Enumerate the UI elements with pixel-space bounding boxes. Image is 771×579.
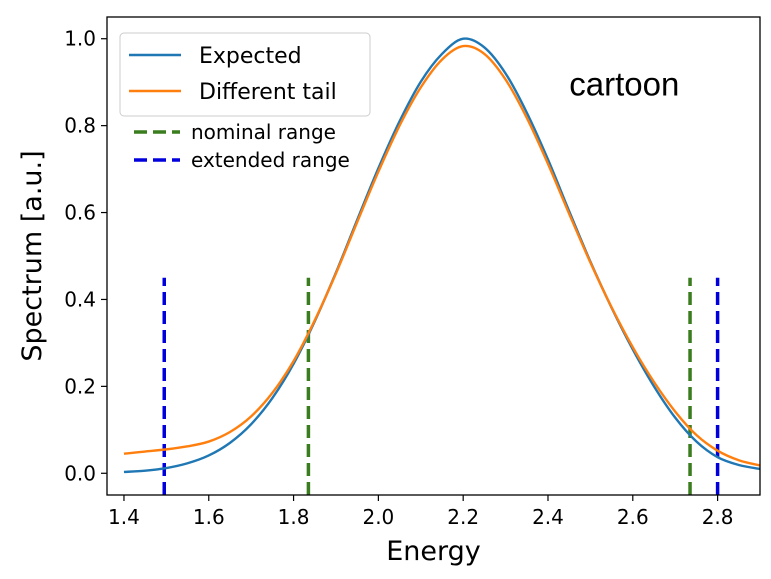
y-tick-label: 1.0 bbox=[64, 27, 96, 51]
x-tick-label: 2.2 bbox=[447, 505, 479, 529]
x-tick-label: 2.8 bbox=[702, 505, 734, 529]
axes-frame bbox=[106, 16, 761, 496]
y-tick-label: 0.4 bbox=[64, 287, 96, 311]
axis-ticks: 1.4 1.6 1.8 2.0 2.2 2.4 2.6 2.8 0.0 0.2 0.4 0.6 0.8 1… bbox=[64, 27, 733, 529]
legend-entry-label: Different tail bbox=[199, 80, 337, 105]
y-tick-label: 0.6 bbox=[64, 201, 96, 225]
cartoon-annotation: cartoon bbox=[569, 65, 679, 102]
x-tick-label: 2.6 bbox=[617, 505, 649, 529]
series-line-expected bbox=[123, 37, 760, 474]
y-tick-label: 0.8 bbox=[64, 114, 96, 138]
legend: Expected Different tail bbox=[119, 32, 371, 117]
x-tick-label: 1.6 bbox=[193, 505, 225, 529]
legend-box bbox=[119, 32, 371, 117]
y-tick-label: 0.2 bbox=[64, 374, 96, 398]
y-tick-label: 0.0 bbox=[64, 461, 96, 485]
annotation-label: extended range bbox=[191, 148, 350, 172]
x-tick-label: 2.0 bbox=[362, 505, 394, 529]
series-lines bbox=[123, 37, 760, 474]
x-tick-label: 1.8 bbox=[278, 505, 310, 529]
x-tick-label: 2.4 bbox=[532, 505, 564, 529]
x-axis-label: Energy bbox=[386, 536, 481, 567]
x-tick-label: 1.4 bbox=[108, 505, 140, 529]
annotation-label: nominal range bbox=[191, 120, 336, 144]
range-annotations: nominal range extended range bbox=[134, 120, 350, 172]
legend-entry-label: Expected bbox=[199, 44, 302, 69]
series-line-different-tail bbox=[123, 44, 760, 467]
range-lines bbox=[162, 277, 720, 495]
y-axis-label: Spectrum [a.u.] bbox=[17, 150, 48, 361]
